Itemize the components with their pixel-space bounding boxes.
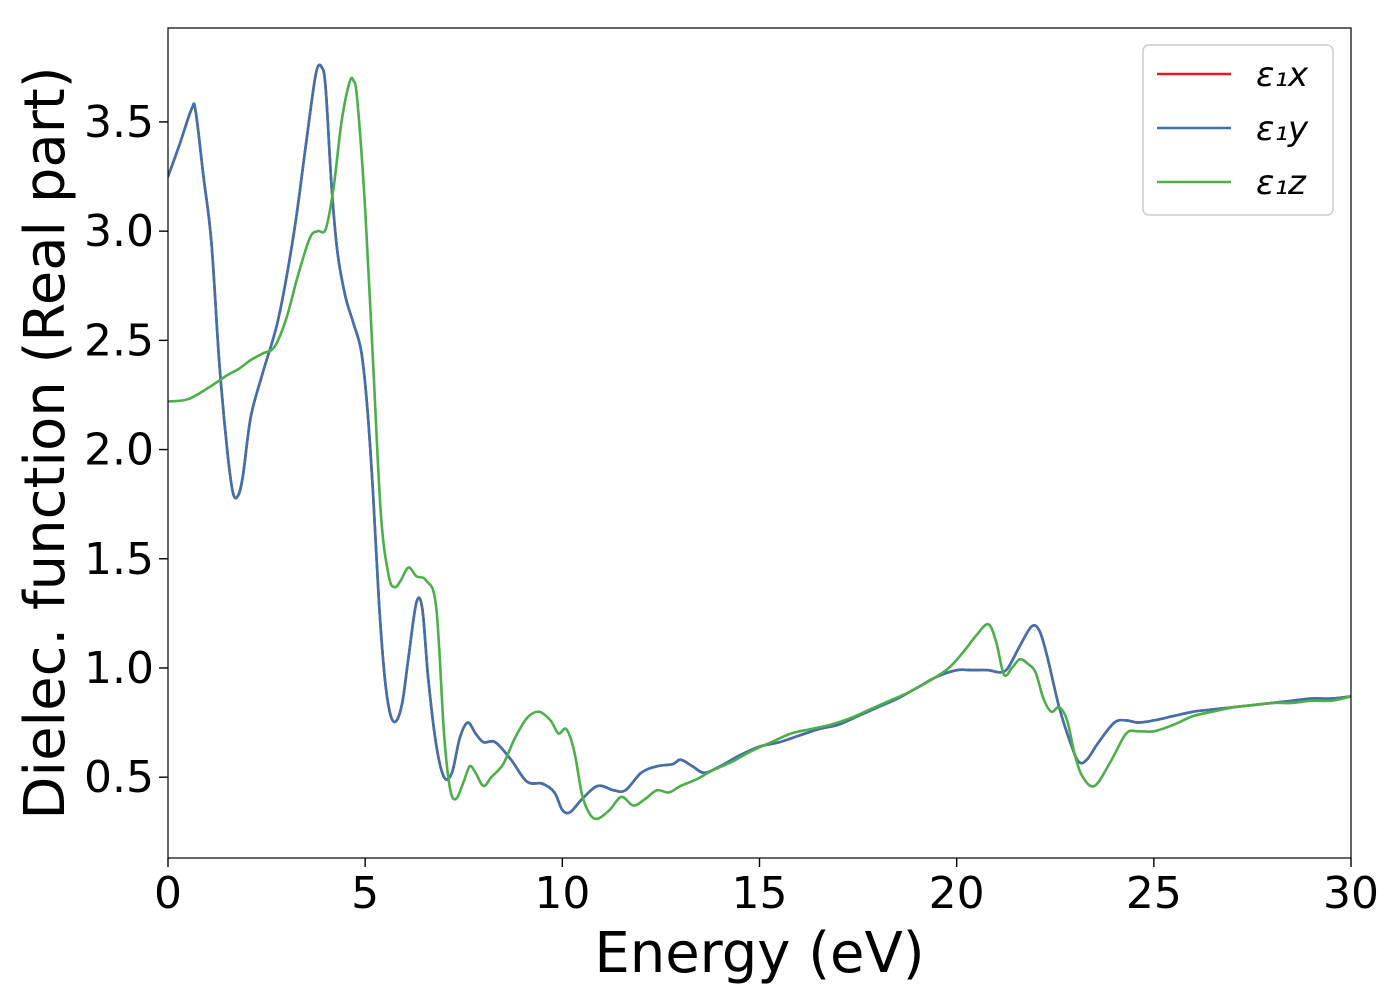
y-tick-label: 1.5 (84, 534, 154, 585)
y-axis-title: Dielec. function (Real part) (13, 66, 78, 819)
x-axis-title: Energy (eV) (594, 921, 924, 986)
x-tick-label: 20 (929, 868, 985, 919)
y-tick-label: 2.0 (84, 425, 154, 476)
x-axis-ticks: 0 5 10 15 20 25 30 (154, 858, 1379, 919)
legend-label-2: ε₁z (1256, 163, 1307, 203)
y-axis-ticks: 0.5 1.0 1.5 2.0 2.5 3.0 3.5 (84, 97, 168, 803)
y-tick-label: 0.5 (84, 752, 154, 803)
x-tick-label: 10 (534, 868, 590, 919)
series-layer (168, 63, 1351, 821)
x-tick-label: 5 (351, 868, 379, 919)
legend-box (1142, 44, 1334, 216)
series-line-2 (168, 76, 1351, 821)
y-tick-label: 2.5 (84, 315, 154, 366)
x-tick-label: 25 (1126, 868, 1182, 919)
y-tick-label: 3.5 (84, 97, 154, 148)
x-tick-label: 15 (732, 868, 788, 919)
legend: ε₁x ε₁y ε₁z (1142, 44, 1334, 216)
x-tick-label: 0 (154, 868, 182, 919)
y-tick-label: 3.0 (84, 206, 154, 257)
x-tick-label: 30 (1323, 868, 1379, 919)
y-tick-label: 1.0 (84, 643, 154, 694)
legend-label-1: ε₁y (1256, 109, 1309, 149)
legend-label-0: ε₁x (1256, 55, 1309, 95)
